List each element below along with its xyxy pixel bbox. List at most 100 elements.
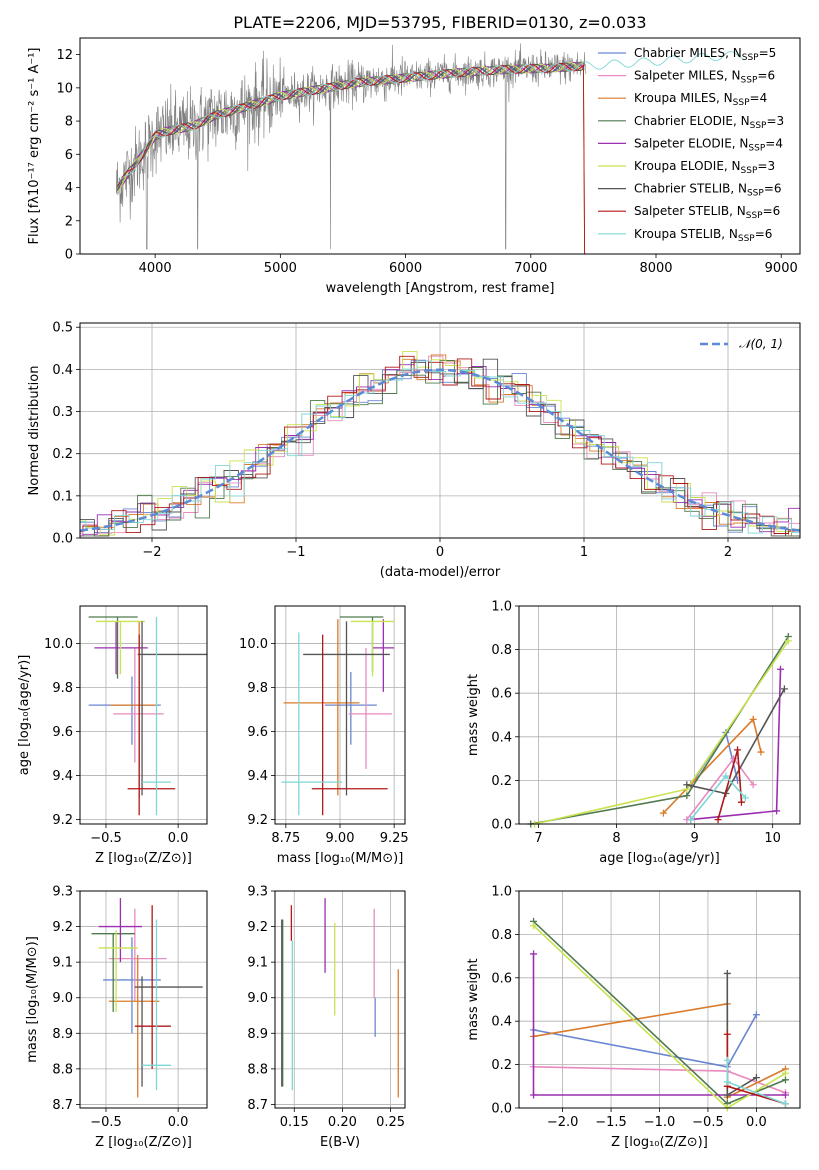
legend-subscript: SSP <box>733 98 750 108</box>
y-tick-label: 9.2 <box>247 920 268 935</box>
legend-label-salpeter-miles: Salpeter MILES, NSSP=6 <box>634 69 775 86</box>
y-tick-label: 0.0 <box>52 532 73 547</box>
y-tick-label: 0.6 <box>491 687 512 702</box>
y-tick-label: 9.0 <box>247 991 268 1006</box>
y-tick-label: 10.0 <box>239 637 268 652</box>
legend-nssp-value: =6 <box>764 182 782 196</box>
axes-frame <box>274 605 406 825</box>
series-marker-salpeter-elodie <box>781 1091 789 1099</box>
spectrum-model-kroupa-stelib <box>117 51 744 184</box>
y-tick-label: 0.3 <box>52 405 73 420</box>
y-axis-label: Flux [fλ10⁻¹⁷ erg cm⁻² s⁻¹ A⁻¹] <box>27 48 42 245</box>
legend-nssp-value: =4 <box>750 91 768 105</box>
spectrum-model-chabrier-elodie <box>117 61 584 186</box>
x-axis-label: mass [log₁₀(M/M⊙)] <box>277 851 404 866</box>
figure-title: PLATE=2206, MJD=53795, FIBERID=0130, z=0… <box>233 13 646 32</box>
legend-nssp-value: =6 <box>757 69 775 83</box>
y-tick-label: 0.2 <box>52 447 73 462</box>
series-marker-kroupa-stelib <box>781 1100 789 1108</box>
x-axis-label: Z [log₁₀(Z/Z⊙)] <box>611 1135 708 1150</box>
series-marker-kroupa-stelib <box>741 794 749 802</box>
legend-label-kroupa-miles: Kroupa MILES, NSSP=4 <box>634 91 767 108</box>
x-tick-label: 6000 <box>389 261 422 276</box>
series-marker-kroupa-elodie <box>530 922 538 930</box>
series-marker-chabrier-stelib <box>723 1091 731 1099</box>
legend-label-chabrier-elodie: Chabrier ELODIE, NSSP=3 <box>634 114 784 131</box>
y-tick-label: 0.2 <box>491 1058 512 1073</box>
x-axis-label: Z [log₁₀(Z/Z⊙)] <box>95 1135 192 1150</box>
y-tick-label: 12 <box>56 48 73 63</box>
series-marker-chabrier-miles <box>752 1011 760 1019</box>
errorbar-chabrier-stelib <box>303 621 390 796</box>
errorbar-chabrier-miles <box>324 672 377 745</box>
panel-mass-EBV: 0.15 0.20 0.25 8.7 8.8 8.9 9.0 9.1 9.2 9.3 E(B-V) <box>247 885 405 1151</box>
legend-subscript: SSP <box>738 234 755 244</box>
errorbar-salpeter-stelib <box>134 905 171 1069</box>
x-tick-label: −1 <box>286 545 305 560</box>
y-tick-label: 8.7 <box>52 1098 73 1113</box>
spectrum-model-kroupa-miles <box>117 61 586 254</box>
y-tick-label: 8.9 <box>52 1027 73 1042</box>
x-tick-label: 0.15 <box>280 1115 309 1130</box>
errorbar-kroupa-stelib <box>142 617 171 816</box>
x-tick-label: 9.25 <box>380 831 409 846</box>
series-marker-salpeter-stelib <box>723 1030 731 1038</box>
axes-frame <box>79 37 801 255</box>
series-line-kroupa-miles <box>662 717 762 814</box>
gaussian-curve <box>80 368 800 532</box>
x-tick-label: 2 <box>724 545 732 560</box>
y-tick-label: 9.0 <box>52 991 73 1006</box>
panel-spectrum: 4000 5000 6000 7000 8000 9000 0 2 4 6 8 10 12 wavelen… <box>27 43 798 296</box>
y-tick-label: 9.2 <box>247 813 268 828</box>
legend-subscript: SSP <box>747 189 764 199</box>
x-axis-label: (data-model)/error <box>380 565 501 580</box>
x-tick-label: 1 <box>580 545 588 560</box>
legend-nssp-value: =4 <box>765 136 783 150</box>
y-tick-label: 9.4 <box>52 769 73 784</box>
panel-residuals: −2 −1 0 1 2 0.0 0.1 0.2 0.3 0.4 0.5 (data-model)/er… <box>27 321 800 580</box>
y-tick-label: 0.1 <box>52 489 73 504</box>
series-marker-salpeter-elodie <box>530 1091 538 1099</box>
series-marker-salpeter-stelib <box>714 816 722 824</box>
y-axis-label: mass weight <box>466 958 481 1040</box>
axes-frame <box>79 890 208 1109</box>
legend-subscript: SSP <box>741 166 758 176</box>
y-tick-label: 4 <box>65 181 73 196</box>
y-tick-label: 9.1 <box>52 956 73 971</box>
series-marker-salpeter-miles <box>749 781 757 789</box>
errorbar-salpeter-elodie <box>372 619 395 692</box>
axes-frame <box>518 890 801 1109</box>
series-marker-kroupa-miles <box>659 809 667 817</box>
legend-label-gaussian: 𝒩(0, 1) <box>739 337 783 351</box>
y-tick-label: 9.3 <box>52 885 73 900</box>
series-marker-chabrier-stelib <box>683 781 691 789</box>
y-tick-label: 9.8 <box>52 681 73 696</box>
panel-weight-age: 7 8 9 10 0.0 0.2 0.4 0.6 0.8 1.0 age [log₁₀(age/yr… <box>466 600 800 866</box>
y-tick-label: 8.8 <box>52 1062 73 1077</box>
errorbar-chabrier-stelib <box>137 621 207 796</box>
series-line-salpeter-stelib <box>717 749 743 820</box>
y-tick-label: 0 <box>65 248 73 263</box>
errorbar-chabrier-miles <box>88 676 161 745</box>
series-marker-kroupa-elodie <box>781 1069 789 1077</box>
series-marker-salpeter-elodie <box>530 950 538 958</box>
series-marker-kroupa-stelib <box>723 1056 731 1064</box>
y-axis-label: mass weight <box>466 674 481 756</box>
y-tick-label: 0.6 <box>491 971 512 986</box>
x-tick-label: 8 <box>612 831 620 846</box>
legend-label-kroupa-elodie: Kroupa ELODIE, NSSP=3 <box>634 159 775 176</box>
errorbar-kroupa-elodie <box>95 620 145 675</box>
x-tick-label: 0.20 <box>328 1115 357 1130</box>
x-tick-label: 9000 <box>765 261 798 276</box>
legend-subscript: SSP <box>750 121 767 131</box>
x-tick-label: −0.5 <box>90 1115 122 1130</box>
errorbar-salpeter-elodie <box>98 898 143 963</box>
errorbar-chabrier-stelib <box>134 976 203 1087</box>
series-marker-chabrier-stelib <box>752 1074 760 1082</box>
y-tick-label: 0.0 <box>491 818 512 833</box>
legend-label-chabrier-miles: Chabrier MILES, NSSP=5 <box>634 46 776 63</box>
series-marker-kroupa-stelib <box>723 1078 731 1086</box>
legend-label-salpeter-stelib: Salpeter STELIB, NSSP=6 <box>634 204 780 221</box>
errorbar-salpeter-stelib <box>311 634 388 816</box>
x-axis-label: wavelength [Angstrom, rest frame] <box>326 281 555 296</box>
